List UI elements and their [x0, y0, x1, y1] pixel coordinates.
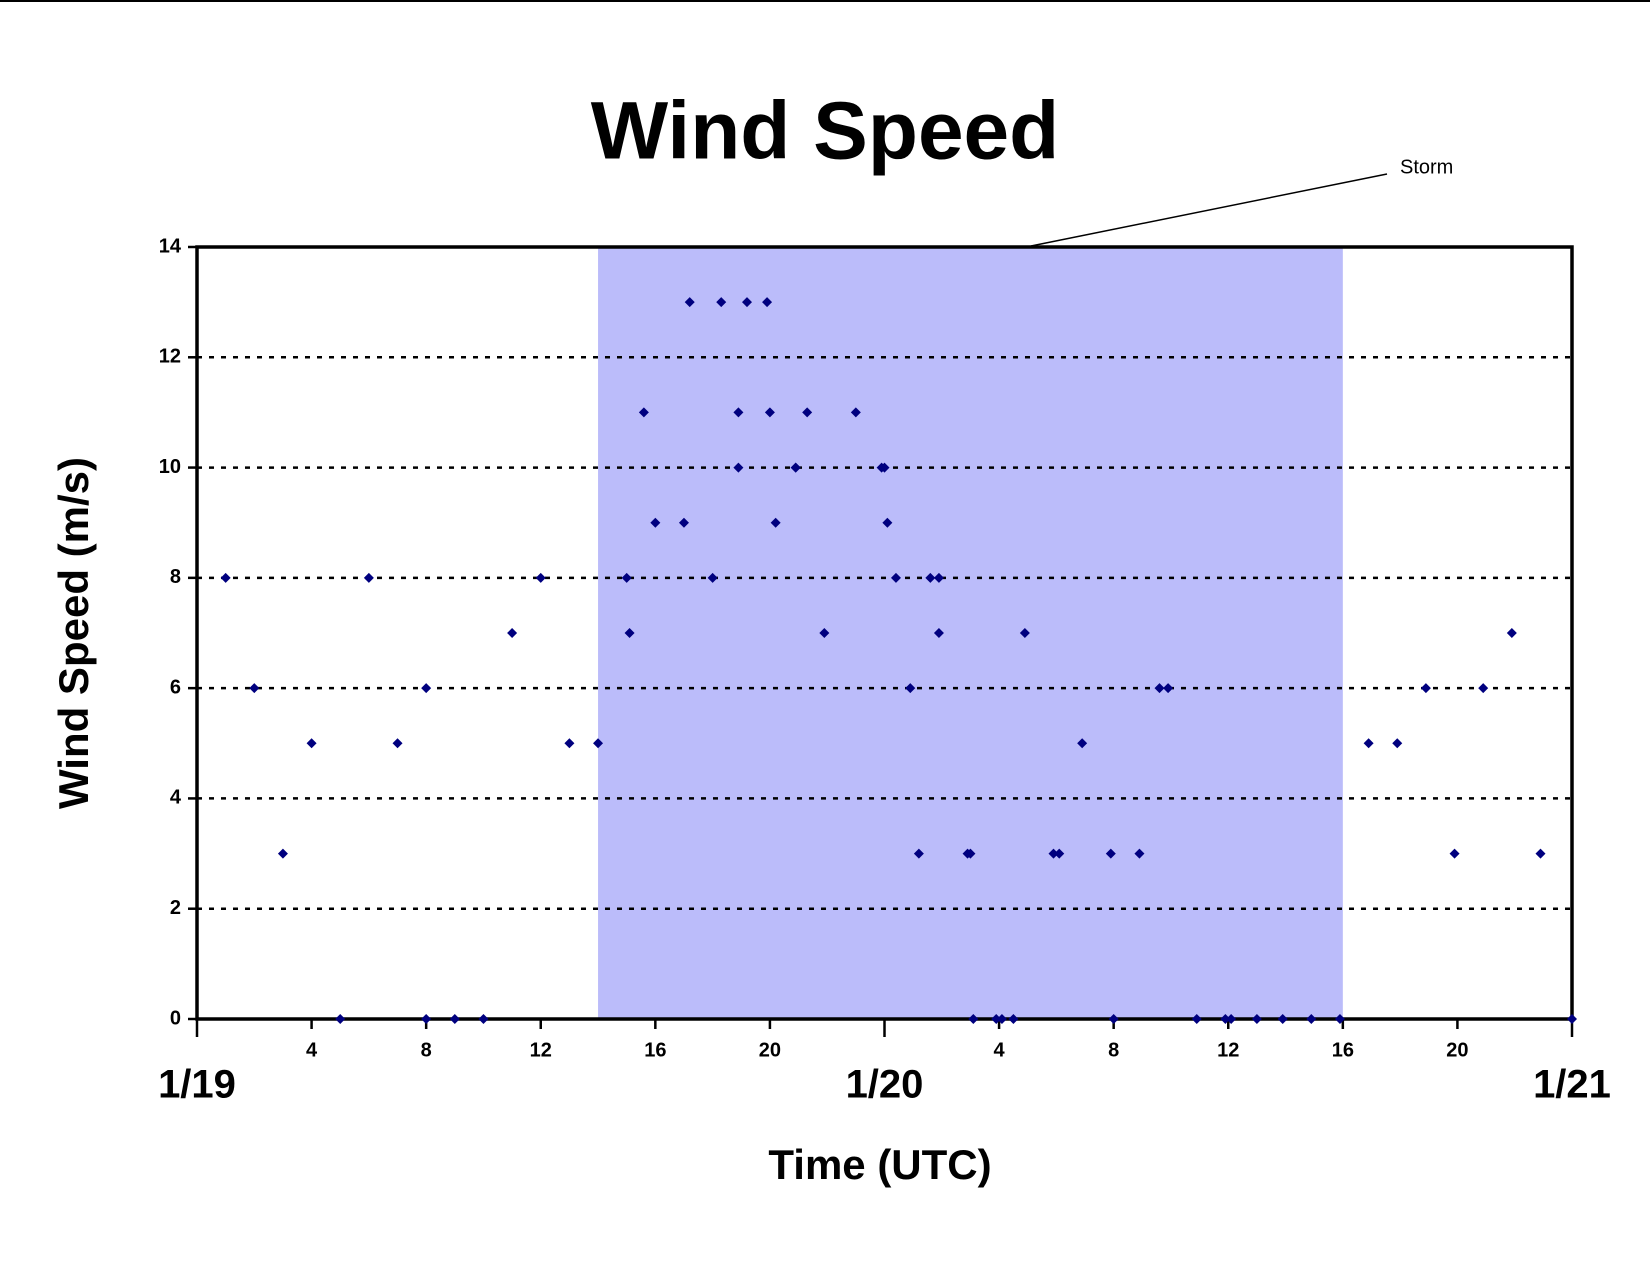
data-point: [850, 407, 861, 418]
data-point: [1105, 848, 1116, 859]
data-point: [1363, 738, 1374, 749]
y-axis-label: Wind Speed (m/s): [50, 457, 97, 809]
data-point: [478, 1014, 489, 1024]
data-point: [802, 407, 813, 418]
data-point: [1019, 628, 1030, 638]
data-point: [684, 297, 695, 308]
x-tick-label: 12: [1217, 1039, 1239, 1061]
data-point: [933, 628, 944, 638]
data-point: [335, 1014, 346, 1024]
x-tick-label: 16: [1332, 1039, 1354, 1061]
x-tick-label: 16: [644, 1039, 666, 1061]
x-tick-label: 20: [1446, 1039, 1468, 1061]
data-point: [1251, 1014, 1262, 1024]
data-point: [535, 572, 546, 583]
x-tick-label: 12: [530, 1039, 552, 1061]
data-point: [678, 517, 689, 528]
x-tick-label: 20: [759, 1039, 781, 1061]
y-tick-label: 10: [159, 456, 181, 478]
annotation: Storm: [1400, 156, 1453, 178]
data-point: [1154, 683, 1165, 694]
data-point: [564, 738, 575, 749]
data-point: [621, 572, 632, 583]
data-point: [1535, 848, 1546, 859]
data-point: [1048, 848, 1059, 859]
data-point: [1334, 1014, 1345, 1024]
data-point: [733, 462, 744, 473]
y-tick-label: 8: [170, 566, 181, 588]
data-point: [1134, 848, 1145, 859]
data-point: [1108, 1014, 1119, 1024]
data-point: [770, 517, 781, 528]
data-point: [968, 1014, 979, 1024]
data-point: [996, 1014, 1007, 1024]
data-point: [449, 1014, 460, 1024]
date-tick-label: 1/19: [158, 1063, 236, 1107]
x-tick-label: 4: [306, 1039, 318, 1061]
data-point: [933, 572, 944, 583]
data-point: [249, 683, 260, 694]
data-point: [1449, 848, 1460, 859]
data-point: [819, 628, 830, 638]
data-point: [507, 628, 518, 638]
plot-frame: [195, 245, 1574, 1021]
date-tick-label: 1/21: [1533, 1063, 1611, 1107]
data-point: [421, 683, 432, 694]
data-point: [764, 407, 775, 418]
data-point: [1567, 1014, 1577, 1024]
data-point: [925, 572, 936, 583]
x-tick-label: 8: [1108, 1039, 1119, 1061]
data-point: [1008, 1014, 1019, 1024]
date-tick-label: 1/20: [846, 1063, 924, 1107]
y-tick-label: 2: [170, 897, 181, 919]
data-point: [913, 848, 924, 859]
data-point: [638, 407, 649, 418]
annotation-line: [1030, 173, 1388, 247]
data-point: [905, 683, 916, 694]
data-point: [879, 462, 890, 473]
x-tick-label: 8: [421, 1039, 432, 1061]
y-tick-label: 12: [159, 346, 181, 368]
data-point: [1392, 738, 1403, 749]
x-axis-label: Time (UTC): [768, 1141, 991, 1188]
y-tick-label: 14: [159, 235, 182, 257]
data-point: [1054, 848, 1065, 859]
data-point: [1306, 1014, 1317, 1024]
data-point: [790, 462, 801, 473]
data-point: [421, 1014, 432, 1024]
data-point: [742, 297, 752, 308]
data-point: [624, 628, 635, 638]
data-point: [733, 407, 744, 418]
data-point: [762, 297, 773, 308]
y-tick-label: 6: [170, 676, 181, 698]
data-point: [882, 517, 893, 528]
data-point: [1226, 1014, 1237, 1024]
data-point: [707, 572, 718, 583]
data-point: [392, 738, 403, 749]
data-point: [306, 738, 317, 749]
data-point: [1506, 628, 1517, 638]
x-tick-label: 4: [994, 1039, 1006, 1061]
data-point: [1277, 1014, 1288, 1024]
data-point: [220, 572, 231, 583]
data-point: [1420, 683, 1431, 694]
data-point: [1191, 1014, 1202, 1024]
data-point: [593, 738, 604, 749]
data-point: [890, 572, 901, 583]
data-point: [991, 1014, 1002, 1024]
chart-title: Wind Speed: [591, 86, 1060, 177]
data-point: [965, 848, 976, 859]
y-tick-label: 0: [170, 1007, 181, 1029]
data-point: [650, 517, 661, 528]
data-point: [1478, 683, 1489, 694]
storm-band: [598, 247, 1343, 1019]
data-point: [363, 572, 374, 583]
data-point: [1220, 1014, 1231, 1024]
y-tick-label: 4: [170, 787, 182, 809]
data-point: [716, 297, 727, 308]
data-point: [277, 848, 288, 859]
data-point: [1163, 683, 1174, 694]
data-point: [1077, 738, 1088, 749]
